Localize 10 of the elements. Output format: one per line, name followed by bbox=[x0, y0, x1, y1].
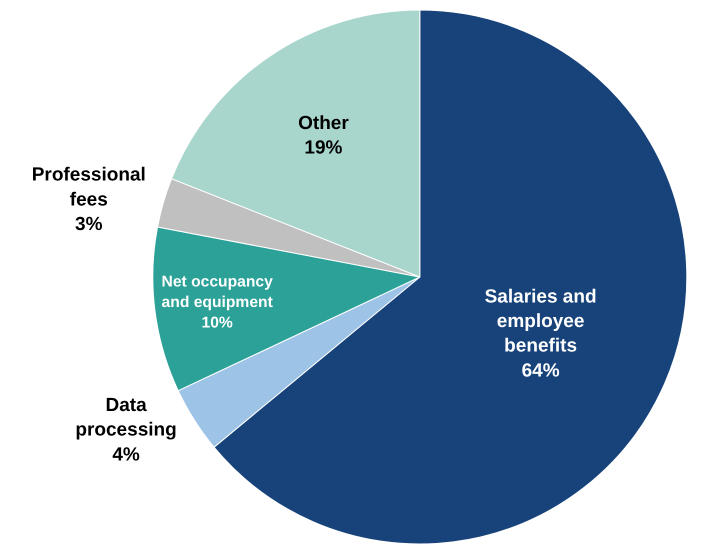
slice-label: Other bbox=[298, 112, 350, 134]
data-label: 64% bbox=[522, 360, 560, 382]
slice-label: Professional fees bbox=[32, 164, 146, 210]
data-label: 4% bbox=[112, 444, 140, 466]
data-label: 10% bbox=[202, 314, 233, 332]
slice-label: Net occupancy and equipment bbox=[162, 274, 274, 312]
slice-label: Salaries and employee benefits bbox=[484, 286, 597, 357]
slice-label: Data processing bbox=[75, 394, 177, 441]
data-label: 19% bbox=[304, 137, 343, 158]
data-label: 3% bbox=[75, 214, 103, 235]
